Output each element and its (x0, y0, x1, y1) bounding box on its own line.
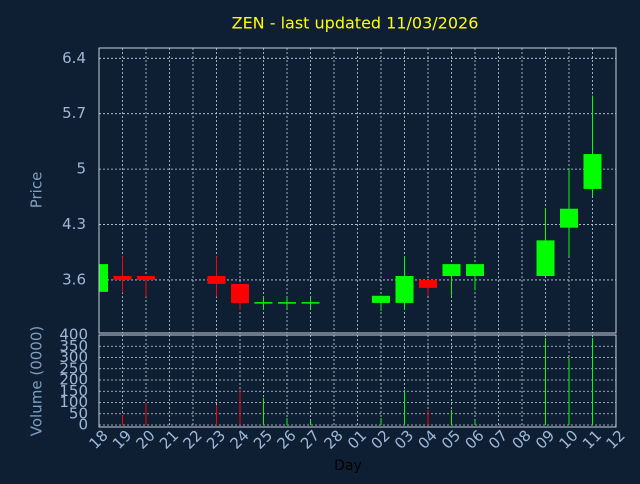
candle-body (301, 302, 320, 304)
volume-tick-label: 0 (78, 416, 88, 434)
candle-body (372, 295, 390, 303)
candle-body (466, 264, 484, 276)
volume-tick-label: 400 (59, 326, 88, 344)
candle-body (419, 279, 437, 288)
y-tick-label: 5 (76, 160, 86, 178)
volume-tick-label: 200 (59, 371, 88, 389)
y-axis-label: Price (28, 172, 46, 209)
candle-body (536, 240, 555, 276)
volume-marks (122, 337, 593, 425)
candle-body (207, 276, 226, 284)
candle-body (395, 276, 414, 303)
candle-body (113, 276, 132, 280)
y-tick-label: 3.6 (62, 270, 86, 288)
y-tick-label: 5.7 (62, 104, 86, 122)
price-frame (98, 47, 617, 334)
y-tick-label: 4.3 (62, 215, 86, 233)
x-axis-label: Day (334, 458, 362, 474)
chart-title: ZEN - last updated 11/03/2026 (232, 14, 479, 33)
candle-body (137, 276, 155, 280)
candle-body (442, 264, 461, 276)
volume-axis-label: Volume (0000) (28, 326, 46, 436)
candle-body (254, 302, 273, 304)
candle-body (99, 264, 108, 292)
candle-body (231, 283, 249, 303)
volume-tick-label: 150 (59, 382, 88, 400)
volume-frame (98, 334, 617, 428)
candle-body (583, 154, 602, 189)
price-marks (99, 95, 602, 311)
volume-tick-label: 250 (59, 359, 88, 377)
volume-tick-label: 100 (59, 393, 88, 411)
volume-tick-label: 50 (69, 404, 88, 422)
volume-tick-label: 350 (59, 337, 88, 355)
y-tick-label: 6.4 (62, 49, 86, 67)
candle-body (278, 302, 296, 304)
volume-tick-label: 300 (59, 348, 88, 366)
candle-body (560, 208, 578, 228)
